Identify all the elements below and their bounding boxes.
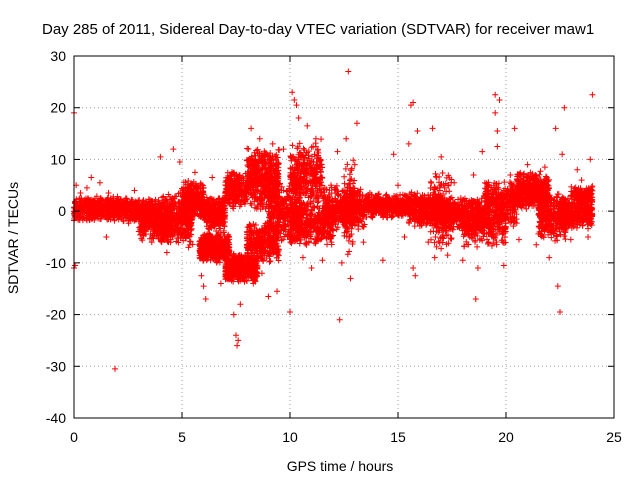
data-point [103, 200, 110, 207]
data-point [78, 207, 85, 214]
chart-title: Day 285 of 2011, Sidereal Day-to-day VTE… [42, 21, 594, 38]
data-point [110, 208, 117, 215]
data-point [100, 208, 107, 215]
data-point [108, 200, 115, 207]
data-point [115, 203, 122, 210]
data-point [111, 217, 118, 224]
data-point [102, 201, 109, 208]
data-point [98, 216, 105, 223]
data-point [92, 204, 99, 211]
data-point [139, 237, 146, 244]
data-point [94, 212, 101, 219]
data-point [86, 201, 93, 208]
data-point [267, 257, 274, 264]
data-point [308, 144, 315, 151]
data-point [110, 193, 117, 200]
data-point [85, 206, 92, 213]
data-point [77, 203, 84, 210]
data-point [300, 145, 307, 152]
data-point [105, 195, 112, 202]
data-point [97, 196, 104, 203]
data-point [77, 213, 84, 220]
data-point [105, 205, 112, 212]
data-point [118, 200, 125, 207]
data-point [72, 199, 79, 206]
data-point [98, 205, 105, 212]
data-point [76, 206, 83, 213]
data-point [248, 201, 255, 208]
data-points [71, 68, 596, 372]
data-point [266, 258, 273, 265]
data-point [113, 207, 120, 214]
data-point [94, 201, 101, 208]
data-point [74, 211, 81, 218]
data-point [76, 195, 83, 202]
data-point [105, 212, 112, 219]
data-point [89, 211, 96, 218]
data-point [95, 211, 102, 218]
data-point [276, 147, 283, 154]
data-point [112, 211, 119, 218]
data-point [245, 145, 252, 152]
data-point [76, 203, 83, 210]
data-point [109, 200, 116, 207]
data-point [89, 198, 96, 205]
data-point [85, 214, 92, 221]
data-point [125, 220, 132, 227]
data-point [88, 205, 95, 212]
data-point [97, 195, 104, 202]
